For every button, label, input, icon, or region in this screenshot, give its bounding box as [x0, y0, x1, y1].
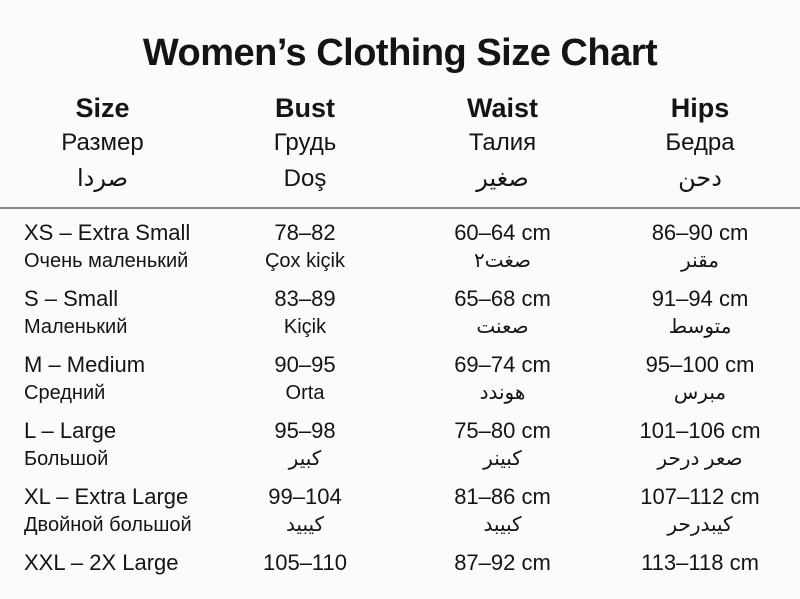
waist-translation: كبيبد — [483, 514, 522, 536]
bust-value: 99–104 — [268, 484, 342, 509]
hips-translation: كيبدرحر — [667, 514, 733, 536]
bust-value: 105–110 — [262, 550, 347, 575]
header-size-ru: Размер — [61, 129, 144, 156]
page-title: Women’s Clothing Size Chart — [142, 32, 658, 74]
waist-cell: 69–74 cm هوندد — [405, 350, 600, 407]
bust-value: 83–89 — [274, 286, 336, 311]
size-value: S – Small — [24, 286, 119, 311]
size-value: XS – Extra Small — [24, 220, 191, 245]
bust-translation: كيبيد — [285, 514, 325, 536]
table-row: S – Small Маленький 83–89 Kiçik 65–68 cm… — [0, 275, 800, 341]
header-bust-other: Doş — [283, 165, 327, 192]
hips-cell: 107–112 cm كيبدرحر — [600, 482, 800, 539]
hips-translation: مبرس — [673, 382, 727, 404]
size-value: XXL – 2X Large — [24, 550, 179, 575]
bust-value: 78–82 — [274, 220, 336, 245]
bust-cell: 83–89 Kiçik — [205, 284, 405, 341]
header-hips-other: دحن — [678, 165, 722, 192]
table-row: XL – Extra Large Двойной большой 99–104 … — [0, 473, 800, 539]
bust-translation: Çox kiçik — [264, 250, 345, 272]
bust-cell: 105–110 — [205, 548, 405, 578]
waist-value: 69–74 cm — [454, 352, 551, 377]
header-waist-ru: Талия — [468, 129, 537, 156]
hips-translation: متوسط — [668, 316, 732, 338]
waist-cell: 60–64 cm صغت٢ — [405, 218, 600, 275]
hips-cell: 86–90 cm مقنر — [600, 218, 800, 275]
bust-value: 90–95 — [274, 352, 336, 377]
size-cell: L – Large Большой — [0, 416, 205, 473]
header-size-other: صردا — [77, 165, 128, 192]
bust-value: 95–98 — [274, 418, 336, 443]
waist-translation: صغت٢ — [473, 250, 532, 272]
table-row: M – Medium Средний 90–95 Orta 69–74 cm ه… — [0, 341, 800, 407]
size-cell: XXL – 2X Large — [0, 548, 205, 578]
size-translation: Средний — [24, 382, 106, 404]
bust-cell: 90–95 Orta — [205, 350, 405, 407]
size-cell: XS – Extra Small Очень маленький — [0, 218, 205, 275]
size-translation: Двойной большой — [24, 514, 192, 536]
bust-translation: Orta — [285, 382, 325, 404]
header-waist-en: Waist — [466, 93, 538, 123]
header-waist-other: صغير — [476, 165, 529, 192]
bust-translation: Kiçik — [283, 316, 327, 338]
bust-translation: كبير — [288, 448, 322, 470]
size-cell: M – Medium Средний — [0, 350, 205, 407]
hips-translation: مقنر — [681, 250, 719, 272]
hips-cell: 91–94 cm متوسط — [600, 284, 800, 341]
waist-value: 75–80 cm — [454, 418, 551, 443]
hips-translation: صعر درحر — [657, 448, 743, 470]
column-header-hips: Hips Бедра دحن — [600, 90, 800, 198]
waist-cell: 65–68 cm صعنت — [405, 284, 600, 341]
bust-cell: 99–104 كيبيد — [205, 482, 405, 539]
header-bust-en: Bust — [275, 93, 335, 123]
hips-cell: 113–118 cm — [600, 548, 800, 578]
table-header-row: Size Размер صردا Bust Грудь Doş Waist Та… — [0, 90, 800, 198]
hips-value: 107–112 cm — [640, 484, 760, 509]
waist-value: 81–86 cm — [454, 484, 551, 509]
header-bust-ru: Грудь — [273, 129, 337, 156]
hips-value: 101–106 cm — [639, 418, 761, 443]
size-value: XL – Extra Large — [24, 484, 189, 509]
waist-translation: كبينر — [483, 448, 522, 470]
waist-translation: هوندد — [479, 382, 526, 404]
header-divider-line — [0, 207, 800, 209]
waist-cell: 81–86 cm كبيبد — [405, 482, 600, 539]
size-translation: Маленький — [24, 316, 128, 338]
waist-translation: صعنت — [476, 316, 529, 338]
table-row: XS – Extra Small Очень маленький 78–82 Ç… — [0, 209, 800, 275]
bust-cell: 78–82 Çox kiçik — [205, 218, 405, 275]
hips-cell: 101–106 cm صعر درحر — [600, 416, 800, 473]
size-cell: XL – Extra Large Двойной большой — [0, 482, 205, 539]
size-value: L – Large — [24, 418, 117, 443]
column-header-waist: Waist Талия صغير — [405, 90, 600, 198]
size-value: M – Medium — [24, 352, 146, 377]
column-header-bust: Bust Грудь Doş — [205, 90, 405, 198]
hips-value: 113–118 cm — [641, 550, 759, 575]
header-hips-ru: Бедра — [665, 129, 735, 156]
bust-cell: 95–98 كبير — [205, 416, 405, 473]
header-size-en: Size — [75, 93, 130, 123]
waist-value: 65–68 cm — [454, 286, 551, 311]
waist-cell: 75–80 cm كبينر — [405, 416, 600, 473]
size-translation: Большой — [24, 448, 109, 470]
size-cell: S – Small Маленький — [0, 284, 205, 341]
waist-value: 87–92 cm — [454, 550, 551, 575]
table-row: XXL – 2X Large 105–110 87–92 cm 113–118 … — [0, 539, 800, 578]
size-translation: Очень маленький — [24, 250, 189, 272]
hips-value: 91–94 cm — [651, 286, 749, 311]
header-hips-en: Hips — [670, 93, 730, 123]
column-header-size: Size Размер صردا — [0, 90, 205, 198]
waist-value: 60–64 cm — [454, 220, 551, 245]
table-row: L – Large Большой 95–98 كبير 75–80 cm كب… — [0, 407, 800, 473]
hips-value: 95–100 cm — [645, 352, 755, 377]
hips-value: 86–90 cm — [651, 220, 749, 245]
waist-cell: 87–92 cm — [405, 548, 600, 578]
hips-cell: 95–100 cm مبرس — [600, 350, 800, 407]
